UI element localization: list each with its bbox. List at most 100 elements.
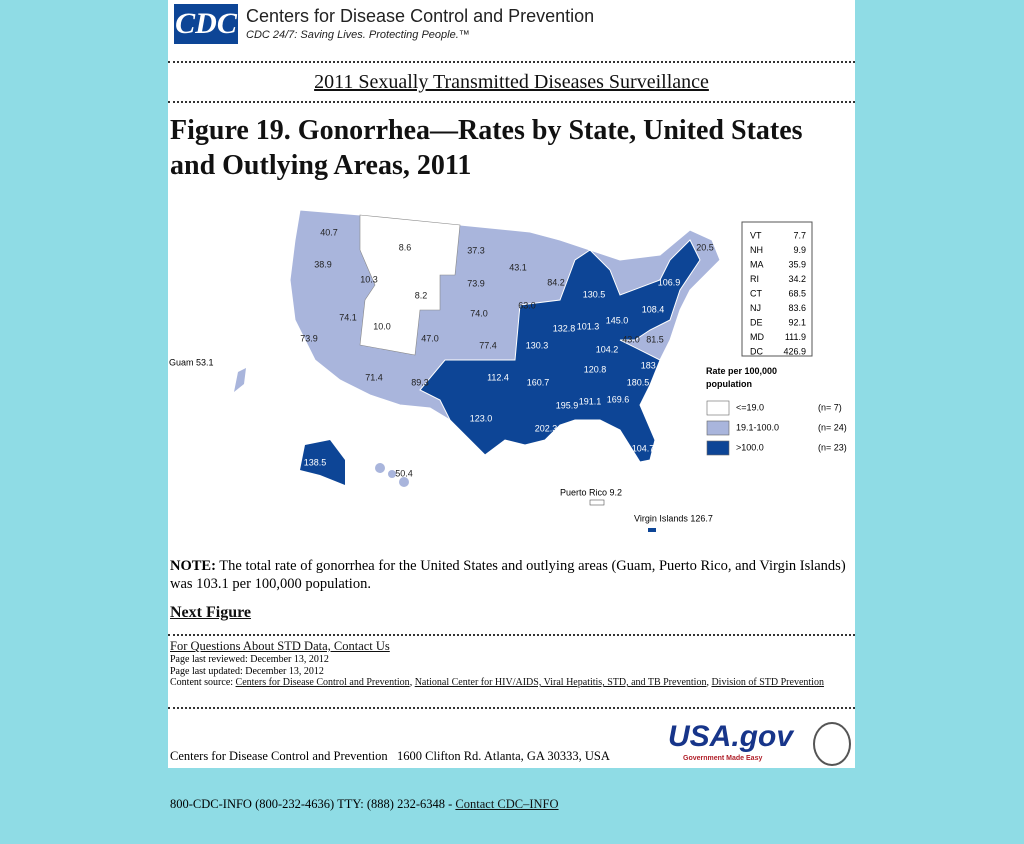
state-rate: 92.1	[788, 317, 806, 327]
legend-swatch	[706, 440, 730, 456]
figure-title: Figure 19. Gonorrhea—Rates by State, Uni…	[170, 115, 803, 181]
reviewed: Page last reviewed: December 13, 2012	[170, 654, 329, 665]
state-rate: 202.3	[535, 423, 558, 433]
state-rate: 40.7	[320, 227, 338, 237]
state-rate: 145.0	[606, 315, 629, 325]
state-rate: 9.9	[793, 245, 806, 255]
usa-gov-logo[interactable]: USA.gov	[668, 720, 794, 753]
state-abbr: DC	[750, 346, 763, 356]
contact-cdc-info[interactable]: Contact CDC–INFO	[455, 797, 559, 811]
legend-title: Rate per 100,000 population	[706, 366, 777, 389]
screen: CDC Centers for Disease Control and Prev…	[168, 0, 855, 811]
state-rate: 8.2	[415, 290, 428, 300]
state-rate: 108.4	[642, 304, 665, 314]
tagline: CDC 24/7: Saving Lives. Protecting Peopl…	[246, 29, 470, 41]
separator: ,	[706, 677, 709, 688]
state-rate: 10.0	[373, 321, 391, 331]
separator: ,	[409, 677, 413, 688]
state-abbr: VT	[750, 230, 762, 240]
outlying-rate: Virgin Islands 126.7	[634, 513, 713, 523]
state-rate: 84.2	[547, 277, 565, 287]
virgin-islands	[648, 528, 656, 532]
hhs-seal	[813, 722, 851, 766]
state-rate: 71.4	[365, 372, 383, 382]
note-text: The total rate of gonorrhea for the Unit…	[170, 558, 846, 592]
state-rate: 112.4	[487, 372, 509, 382]
contact-link[interactable]: For Questions About STD Data, Contact Us	[170, 639, 390, 653]
state-rate: 180.5	[627, 377, 650, 387]
outlying-rate: Puerto Rico 9.2	[560, 487, 622, 497]
org-name: Centers for Disease Control and Preventi…	[246, 6, 595, 26]
state-rate: 50.4	[395, 468, 413, 478]
state-rate: 160.7	[527, 377, 550, 387]
legend-range: <=19.0	[736, 402, 764, 412]
divider	[168, 101, 855, 103]
state-rate: 35.9	[788, 259, 806, 269]
state-rate: 10.3	[360, 274, 378, 284]
state-rate: 73.9	[467, 278, 485, 288]
legend-count: (n= 7)	[818, 402, 842, 412]
state-rate: 38.9	[314, 259, 332, 269]
footer: For Questions About STD Data, Contact Us…	[170, 639, 850, 689]
state-rate: 106.9	[658, 277, 681, 287]
state-rate: 111.9	[785, 332, 806, 342]
legend-count: (n= 23)	[818, 442, 847, 452]
page-title[interactable]: 2011 Sexually Transmitted Diseases Surve…	[314, 71, 709, 93]
source-link[interactable]: National Center for HIV/AIDS, Viral Hepa…	[414, 677, 707, 688]
state-rate: 20.5	[696, 242, 714, 252]
state-rate: 132.8	[553, 323, 576, 333]
region-high	[419, 239, 701, 463]
source-label: Content source:	[170, 677, 234, 688]
state-rate: 74.0	[470, 308, 488, 318]
source-link[interactable]: Division of STD Prevention	[711, 677, 824, 688]
updated: Page last updated: December 13, 2012	[170, 665, 324, 677]
state-rate: 101.3	[577, 321, 600, 331]
note: NOTE: The total rate of gonorrhea for th…	[170, 557, 850, 593]
cdc-logo: CDC	[174, 4, 238, 44]
state-rate: 68.5	[788, 288, 806, 298]
source-link[interactable]: Centers for Disease Control and Preventi…	[235, 677, 410, 688]
region-low	[359, 214, 461, 356]
state-rate: 37.3	[467, 245, 485, 255]
divider	[168, 61, 855, 63]
state-rate: 43.0	[622, 334, 640, 344]
state-abbr: RI	[750, 274, 759, 284]
hawaii	[375, 463, 385, 473]
state-abbr: CT	[750, 288, 762, 298]
legend-range: 19.1-100.0	[736, 422, 779, 432]
address: Centers for Disease Control and Preventi…	[170, 716, 610, 844]
page: CDC Centers for Disease Control and Prev…	[168, 0, 855, 811]
state-rate: 89.3	[411, 377, 429, 387]
state-rate: 63.0	[518, 300, 536, 310]
state-rate: 104.2	[596, 344, 619, 354]
state-rate: 120.8	[584, 364, 607, 374]
state-abbr: DE	[750, 317, 763, 327]
address-line: Centers for Disease Control and Preventi…	[170, 749, 610, 763]
state-rate: 195.9	[556, 400, 579, 410]
state-abbr: NJ	[750, 303, 761, 313]
phone-line: 800-CDC-INFO (800-232-4636) TTY: (888) 2…	[170, 797, 453, 811]
legend-swatch	[706, 400, 730, 416]
state-table-box	[741, 221, 813, 357]
next-figure-link[interactable]: Next Figure	[170, 604, 252, 621]
map: 40.7 8.6 37.3 43.1 84.2 20.5 38.9 10.3 73.9 8.2 63…	[169, 209, 847, 532]
legend-range: >100.0	[736, 442, 764, 452]
legend-swatch	[706, 420, 730, 436]
state-abbr: MA	[750, 259, 764, 269]
state-rate: 8.6	[399, 242, 412, 252]
state-abbr: MD	[750, 332, 764, 342]
state-rate: 47.0	[421, 333, 439, 343]
state-rate: 104.7	[632, 443, 655, 453]
state-rate: 426.9	[783, 346, 806, 356]
state-rate: 169.6	[607, 394, 630, 404]
legend-count: (n= 24)	[818, 422, 847, 432]
state-rate: 43.1	[509, 262, 527, 272]
state-rate: 7.7	[793, 230, 806, 240]
note-label: NOTE:	[170, 558, 216, 574]
guam	[234, 368, 246, 392]
state-rate: 81.5	[646, 334, 664, 344]
state-rate: 130.5	[583, 289, 606, 299]
divider	[168, 707, 855, 709]
state-rate: 77.4	[479, 340, 497, 350]
usa-gov-tagline: Government Made Easy	[683, 755, 763, 762]
